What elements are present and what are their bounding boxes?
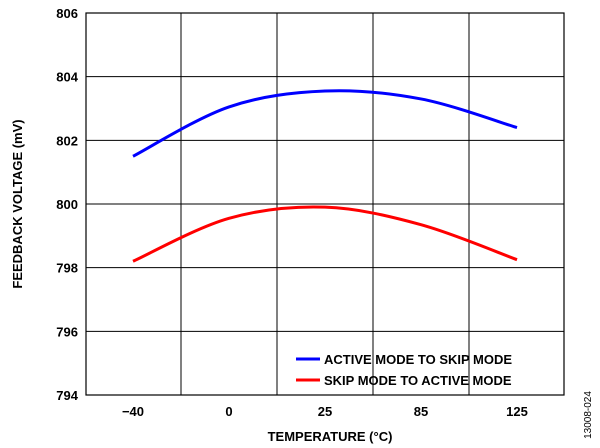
series-line-skip-to-active bbox=[132, 205, 518, 263]
x-axis-title: TEMPERATURE (°C) bbox=[268, 429, 393, 444]
legend-label-active-to-skip: ACTIVE MODE TO SKIP MODE bbox=[324, 352, 512, 367]
legend-label-skip-to-active: SKIP MODE TO ACTIVE MODE bbox=[324, 373, 512, 388]
y-tick-label-796: 796 bbox=[56, 324, 78, 339]
y-tick-label-800: 800 bbox=[56, 197, 78, 212]
series-lines bbox=[132, 89, 518, 263]
figure-id: 13008-024 bbox=[583, 391, 594, 439]
legend: ACTIVE MODE TO SKIP MODE SKIP MODE TO AC… bbox=[296, 352, 512, 388]
x-tick-label-0: −40 bbox=[122, 404, 144, 419]
y-tick-labels: 794 796 798 800 802 804 806 bbox=[56, 6, 78, 403]
y-tick-label-804: 804 bbox=[56, 70, 78, 85]
y-tick-label-794: 794 bbox=[56, 388, 78, 403]
plot-frame bbox=[85, 12, 565, 396]
grid bbox=[86, 13, 564, 395]
x-tick-labels: −40 0 25 85 125 bbox=[122, 404, 528, 419]
x-tick-label-4: 125 bbox=[506, 404, 528, 419]
y-tick-label-798: 798 bbox=[56, 261, 78, 276]
y-tick-label-802: 802 bbox=[56, 133, 78, 148]
x-tick-label-2: 25 bbox=[318, 404, 332, 419]
x-tick-label-3: 85 bbox=[414, 404, 428, 419]
series-line-active-to-skip bbox=[132, 89, 518, 158]
x-tick-label-1: 0 bbox=[225, 404, 232, 419]
y-axis-title: FEEDBACK VOLTAGE (mV) bbox=[10, 119, 25, 288]
y-tick-label-806: 806 bbox=[56, 6, 78, 21]
